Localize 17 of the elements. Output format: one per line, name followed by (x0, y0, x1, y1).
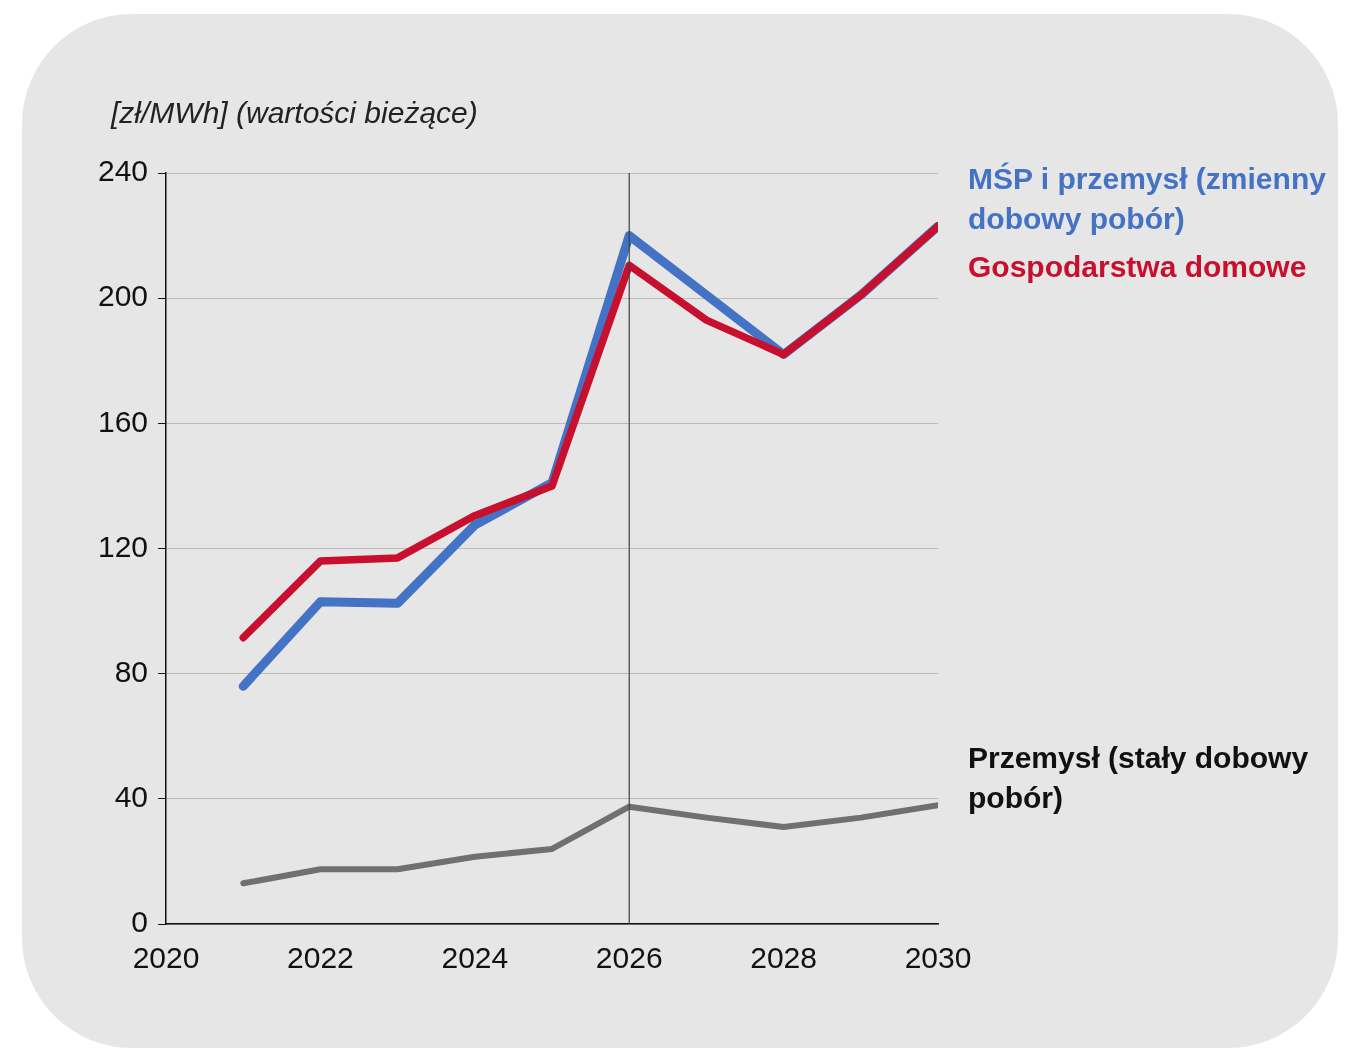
x-tick-label: 2022 (287, 941, 354, 975)
y-tick-label: 160 (97, 404, 149, 438)
y-tick-label: 200 (97, 279, 149, 313)
series-label: Gospodarstwa domowe (968, 250, 1307, 284)
y-axis-title: [zł/MWh] (wartości bieżące) (110, 96, 478, 130)
series-label: Przemysł (stały dobowy pobór) (968, 741, 1309, 815)
y-tick-label: 240 (97, 154, 149, 188)
y-tick-label: 0 (131, 905, 149, 939)
y-tick-label: 120 (97, 529, 149, 563)
x-tick-label: 2024 (441, 941, 509, 975)
y-tick-label: 80 (114, 654, 149, 688)
x-tick-label: 2026 (595, 941, 663, 975)
x-tick-label: 2028 (750, 941, 817, 975)
y-tick-label: 40 (114, 780, 149, 814)
x-tick-label: 2020 (132, 941, 200, 975)
x-tick-label: 2030 (904, 941, 972, 975)
series-label: MŚP i przemysł (zmienny dobowy pobór) (968, 162, 1327, 236)
